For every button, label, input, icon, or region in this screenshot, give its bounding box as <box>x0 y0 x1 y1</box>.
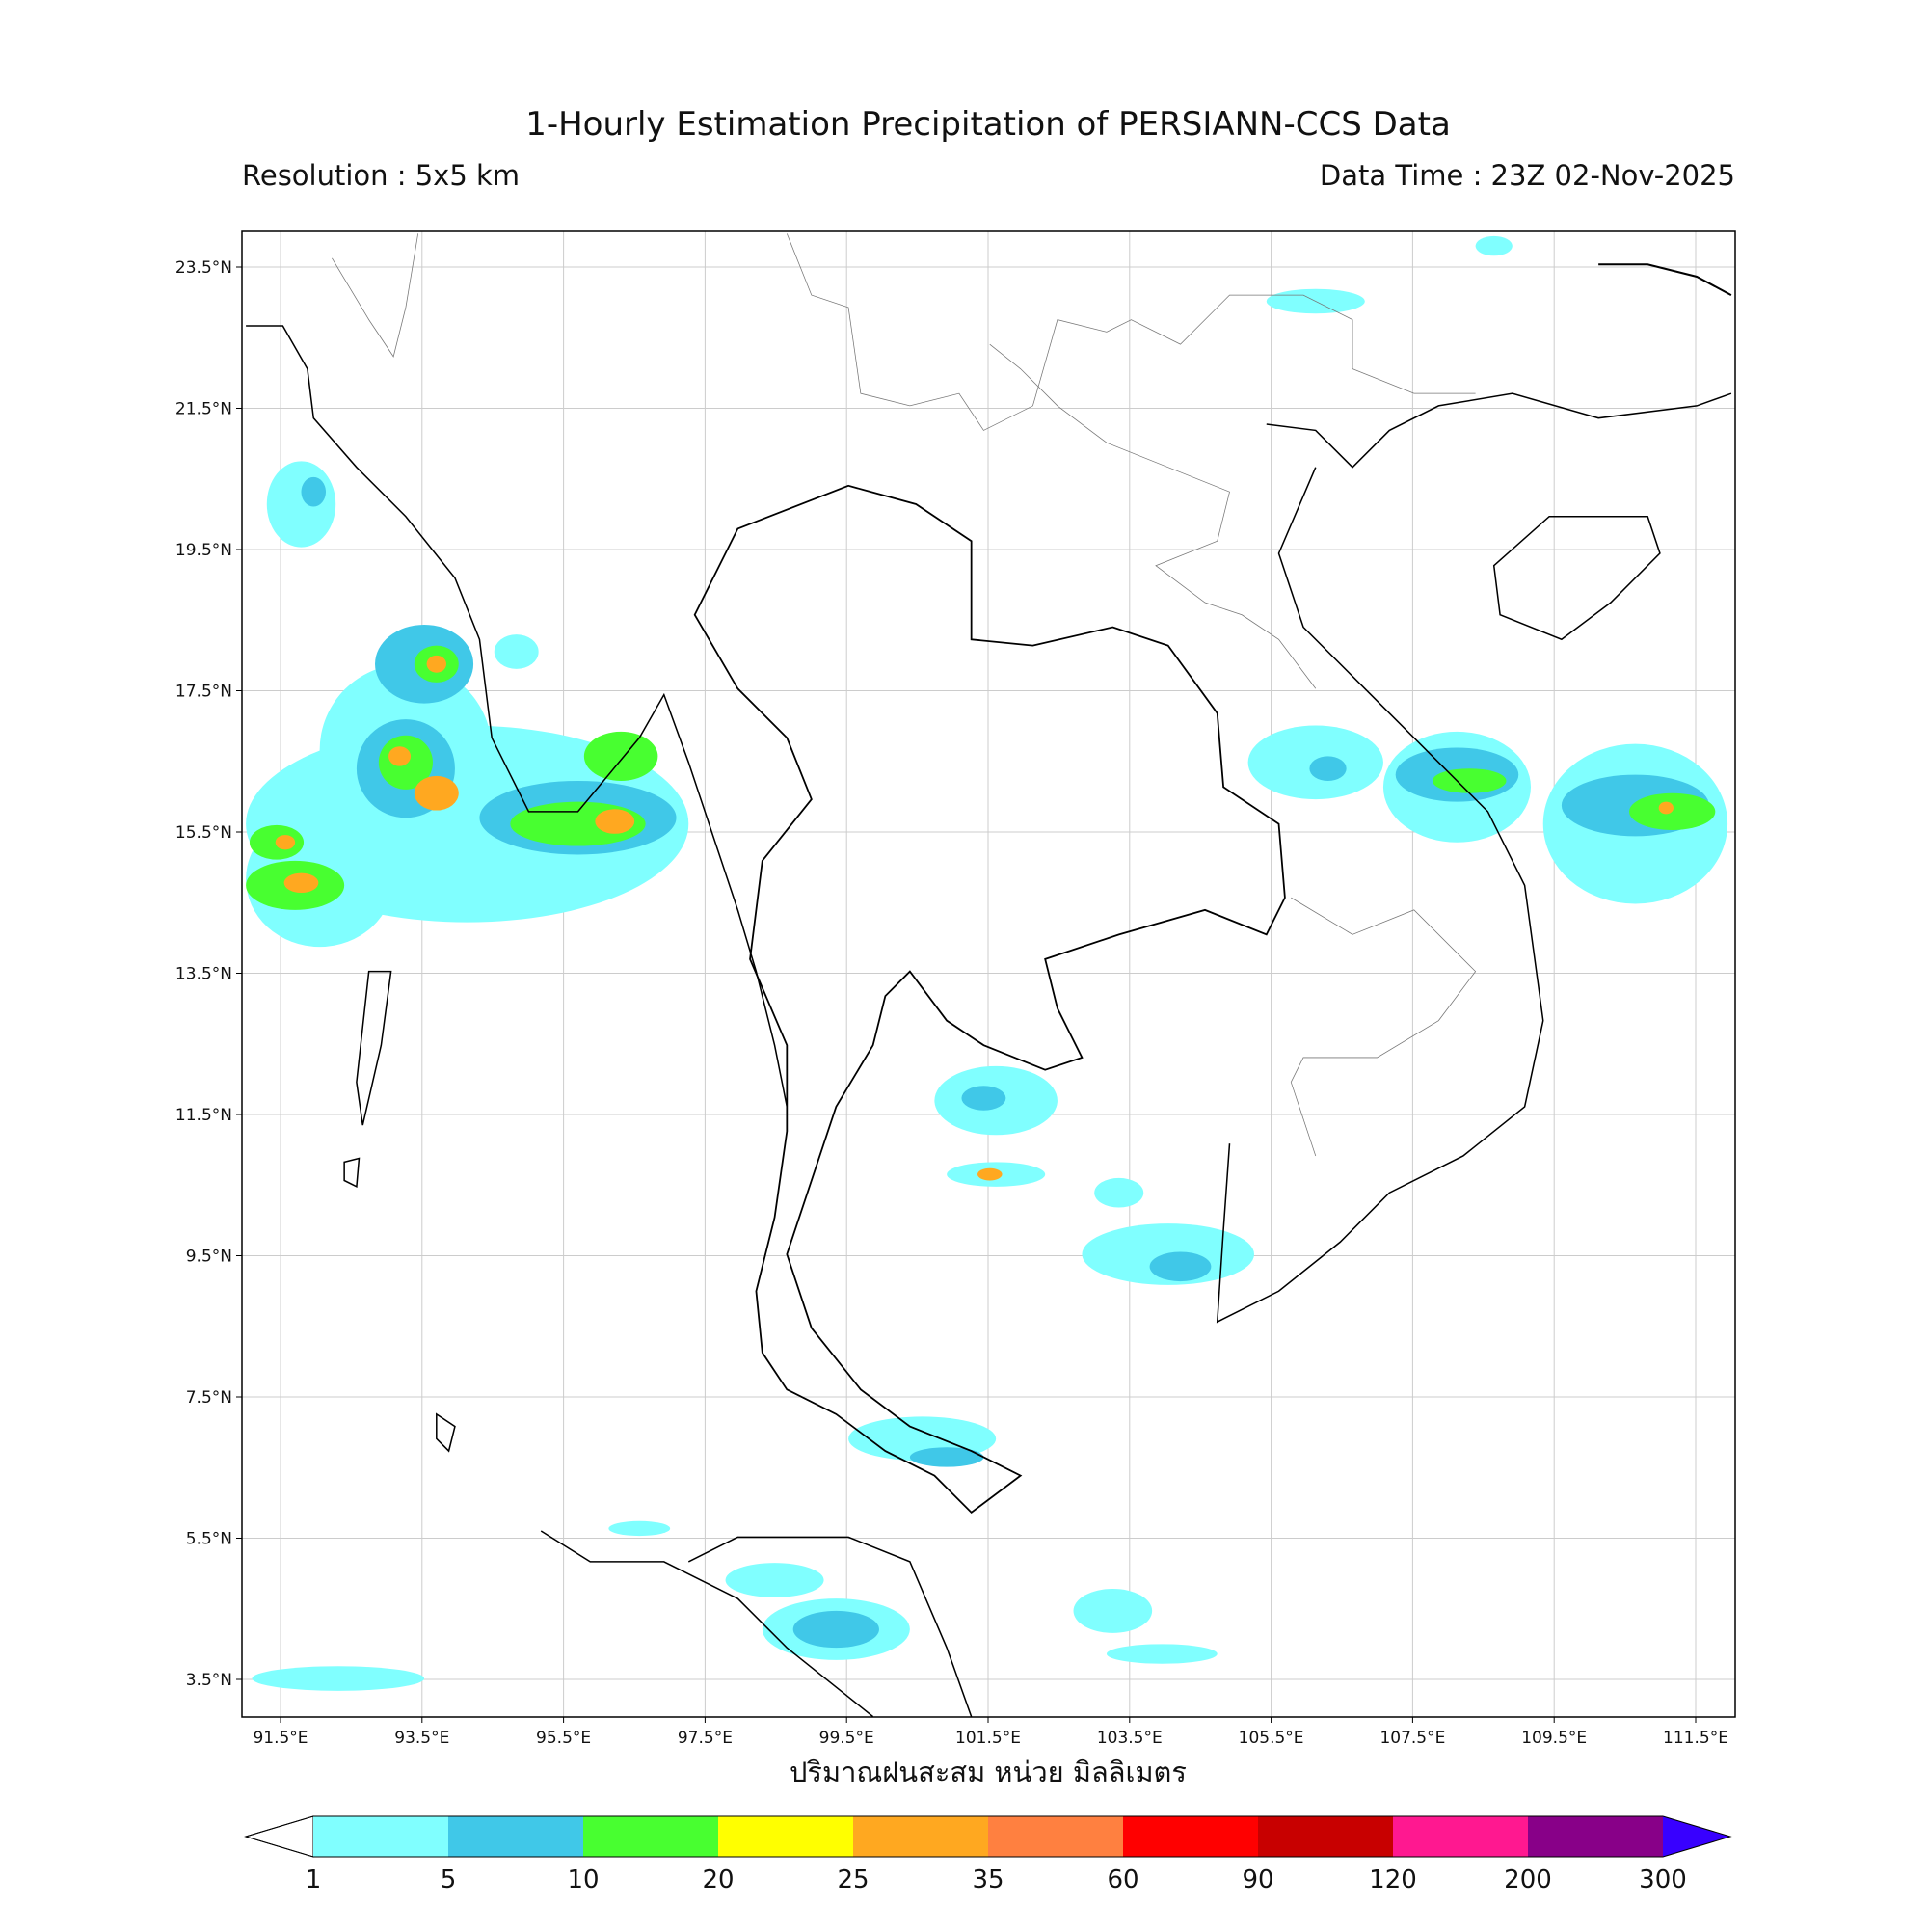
data-time: Data Time : 23Z 02-Nov-2025 <box>1320 159 1735 192</box>
colorbar-label: 120 <box>1369 1865 1417 1894</box>
lon-tick-label: 95.5°E <box>536 1729 591 1748</box>
lat-tick-label: 3.5°N <box>186 1671 232 1690</box>
lat-tick-label: 5.5°N <box>186 1530 232 1549</box>
resolution: Resolution : 5x5 km <box>242 159 520 192</box>
lat-tick-label: 9.5°N <box>186 1248 232 1267</box>
colorbar-box <box>448 1816 583 1857</box>
lon-tick-label: 101.5°E <box>955 1729 1021 1748</box>
lat-tick-label: 21.5°N <box>175 400 232 419</box>
colorbar-label: 20 <box>702 1865 734 1894</box>
colorbar-box <box>1258 1816 1393 1857</box>
colorbar-label: 35 <box>972 1865 1004 1894</box>
colorbar-under <box>244 1815 314 1858</box>
colorbar-box <box>313 1816 448 1857</box>
colorbar-box <box>853 1816 988 1857</box>
lat-tick-label: 19.5°N <box>175 541 232 560</box>
coastlines <box>246 263 1732 1717</box>
colorbar-label: 5 <box>441 1865 457 1894</box>
lon-tick-label: 105.5°E <box>1239 1729 1304 1748</box>
lat-tick-label: 17.5°N <box>175 683 232 702</box>
lat-tick-label: 13.5°N <box>175 965 232 984</box>
lon-tick-label: 91.5°E <box>253 1729 308 1748</box>
graticule <box>242 231 1735 1717</box>
lon-tick-label: 111.5°E <box>1663 1729 1728 1748</box>
colorbar-box <box>988 1816 1123 1857</box>
colorbar-box <box>1393 1816 1528 1857</box>
colorbar-box <box>1528 1816 1663 1857</box>
x-label: ปริมาณฝนสะสม หน่วย มิลลิเมตร <box>790 1756 1187 1788</box>
lat-tick-label: 15.5°N <box>175 823 232 843</box>
lon-tick-label: 103.5°E <box>1097 1729 1163 1748</box>
lat-tick-label: 23.5°N <box>175 258 232 278</box>
lon-tick-label: 107.5°E <box>1379 1729 1445 1748</box>
lat-tick-label: 11.5°N <box>175 1106 232 1125</box>
lon-tick-label: 109.5°E <box>1521 1729 1587 1748</box>
colorbar-label: 60 <box>1107 1865 1138 1894</box>
colorbar: 1 5 10 20 25 35 60 90 120 200 300 <box>244 1815 1732 1894</box>
lat-tick-label: 7.5°N <box>186 1388 232 1408</box>
lon-tick-label: 93.5°E <box>394 1729 449 1748</box>
colorbar-label: 1 <box>306 1865 322 1894</box>
colorbar-label: 10 <box>567 1865 599 1894</box>
colorbar-box <box>583 1816 718 1857</box>
lon-tick-label: 99.5°E <box>819 1729 874 1748</box>
lon-tick-label: 97.5°E <box>678 1729 733 1748</box>
colorbar-label: 300 <box>1639 1865 1687 1894</box>
colorbar-label: 200 <box>1504 1865 1552 1894</box>
colorbar-box <box>1123 1816 1258 1857</box>
colorbar-over <box>1663 1816 1730 1857</box>
borders <box>332 233 1477 1157</box>
title: 1-Hourly Estimation Precipitation of PER… <box>525 105 1451 144</box>
map-layer <box>246 233 1732 1717</box>
colorbar-label: 90 <box>1242 1865 1273 1894</box>
colorbar-box <box>718 1816 853 1857</box>
colorbar-label: 25 <box>837 1865 869 1894</box>
colorbar-outline <box>244 1815 1732 1858</box>
precipitation <box>246 235 1728 1691</box>
